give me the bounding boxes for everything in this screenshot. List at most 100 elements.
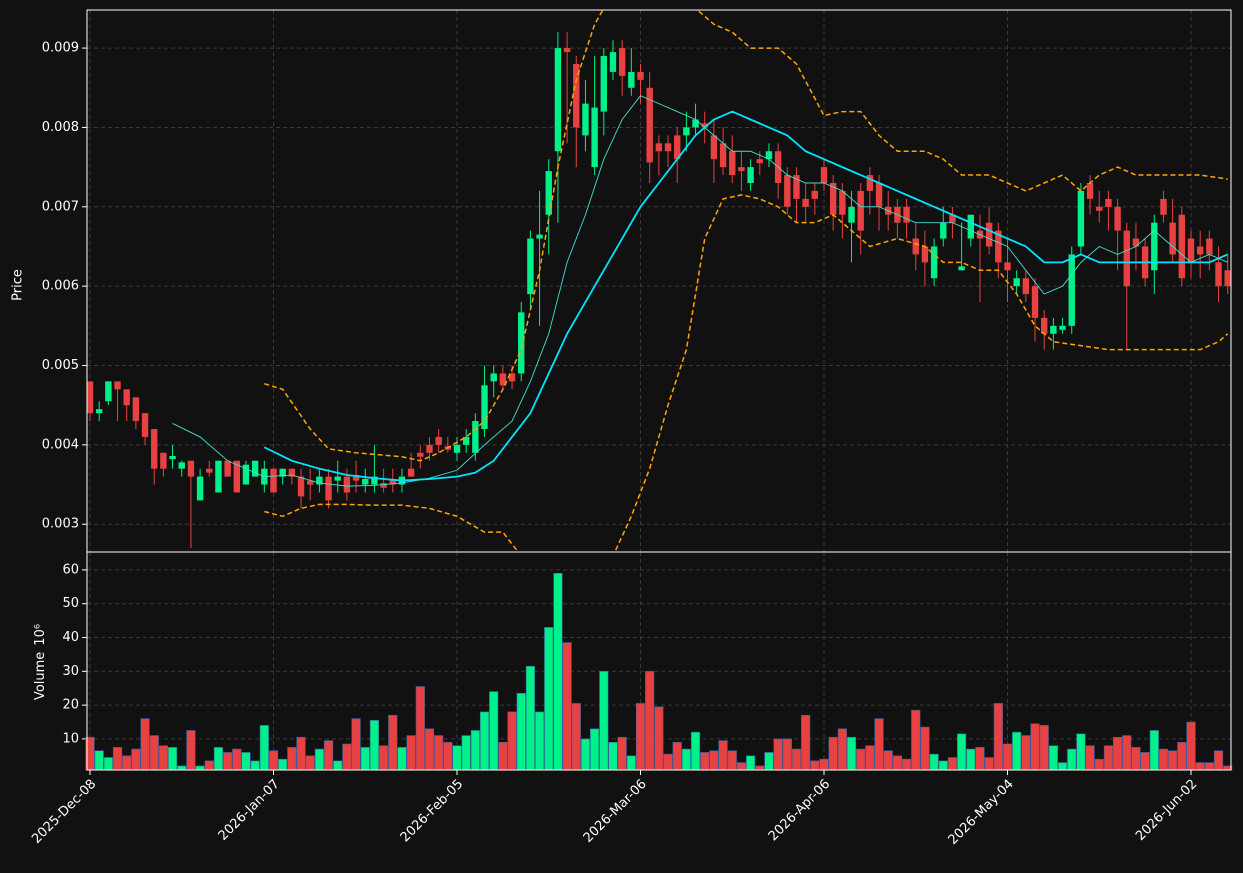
volume-bar [507,711,517,771]
volume-bar [920,726,930,771]
y-axis-label: Price [11,269,26,301]
candle-body [1206,238,1213,255]
volume-bar [250,760,260,771]
y-tick-label: 40 [62,630,79,645]
volume-bar [424,728,435,771]
volume-bar [736,762,747,771]
candle-body [343,476,351,493]
candle-body [545,171,552,215]
volume-bar [516,692,526,771]
candle-body [866,175,874,191]
volume-bar [599,671,609,771]
candle-body [674,135,681,160]
volume-bar [149,735,159,771]
candle-body [1151,222,1158,271]
y-tick-label: 0.007 [42,199,79,214]
candle-body [765,151,773,160]
volume-bar [167,747,178,771]
candle-body [352,475,360,481]
volume-bar [333,760,343,771]
candle-body [664,143,672,152]
candle-body [857,190,864,231]
volume-bar [177,765,187,771]
volume-bar [957,733,967,771]
volume-bar [158,745,169,771]
candle-body [114,381,121,390]
candle-body [1132,238,1140,247]
candle-body [481,385,488,429]
volume-bar [755,765,765,771]
volume-bar [140,718,150,771]
candle-body [297,476,305,497]
volume-bar [223,752,233,771]
candle-body [1041,317,1048,334]
volume-bar [305,755,315,771]
volume-bar [397,747,407,771]
candle-body [178,462,185,469]
candle-body [784,175,791,207]
volume-bar [690,731,701,771]
candle-body [435,436,442,445]
candle-body [1224,270,1231,287]
volume-bar [1168,750,1178,771]
candle-body [462,436,470,445]
volume-bar [1177,741,1187,771]
candle-body [600,56,607,112]
volume-bar [268,750,279,771]
volume-bar [378,745,389,771]
volume-bar [534,711,545,771]
volume-panel-frame [86,551,1232,771]
candle-body [1013,278,1020,287]
candle-body [334,476,341,481]
candle-body [233,460,240,493]
volume-bar [278,758,288,771]
volume-bar [1122,735,1132,771]
y-tick-label: 0.006 [42,279,79,294]
candle-body [1086,182,1094,199]
volume-bar [1039,725,1049,771]
candle-body [573,63,580,128]
volume-bar [828,736,838,771]
volume-bar [213,747,224,771]
y-tick-label: 10 [62,731,79,746]
volume-bar [1094,758,1104,771]
volume-bar [635,703,646,771]
candle-body [646,87,653,163]
volume-bar [406,735,416,771]
volume-bar [103,757,113,771]
volume-bar [131,748,141,771]
y-tick-label: 50 [62,596,79,611]
candle-body [251,460,259,477]
candle-body [141,413,149,437]
candle-body [930,246,938,279]
candle-body [105,381,112,402]
volume-bar [553,572,563,771]
volume-bar [837,728,847,771]
volume-bar [727,750,737,771]
candle-body [839,190,846,215]
volume-bar [434,735,444,771]
volume-bar [617,736,627,771]
volume-bar [314,748,324,771]
volume-bar [1067,748,1077,771]
volume-bar [94,750,104,771]
volume-bar [1103,745,1114,771]
volume-bar [645,671,655,771]
candle-body [1215,262,1222,287]
volume-bar [525,665,535,771]
volume-bar [489,691,499,771]
candle-body [371,476,378,485]
volume-bar [791,748,802,771]
y-tick-label: 0.005 [42,358,79,373]
volume-bar [388,714,398,771]
candle-body [875,182,883,207]
candle-body [563,48,571,53]
candle-body [325,476,332,501]
volume-axis-label: Volume 10⁶ [33,624,48,700]
volume-bar [745,755,756,771]
volume-bar [764,752,774,771]
candle-body [508,373,516,382]
volume-bar [966,748,976,771]
